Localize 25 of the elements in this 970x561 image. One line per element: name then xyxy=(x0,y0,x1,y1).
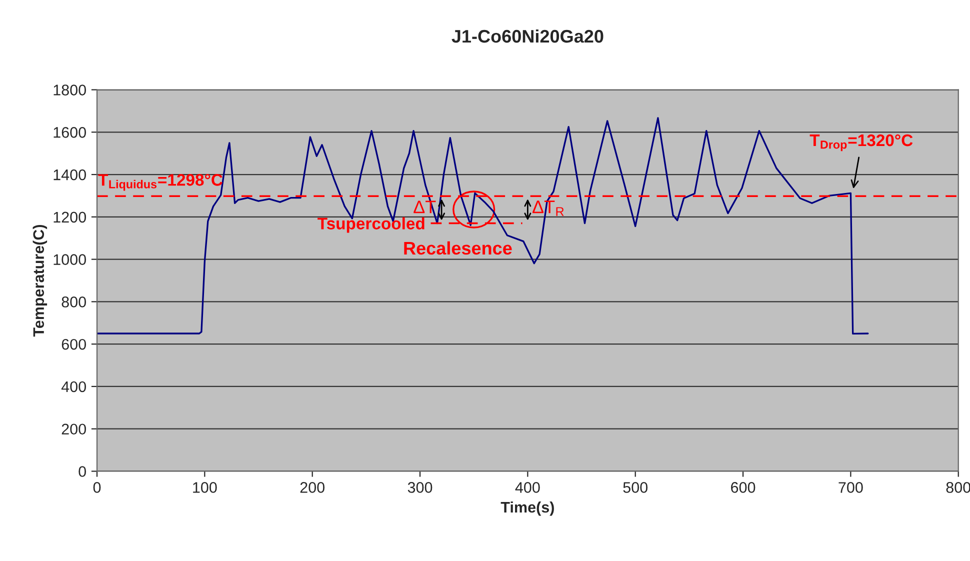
x-axis-title: Time(s) xyxy=(500,501,554,516)
y-tick-label: 1600 xyxy=(54,127,86,138)
x-tick-label: 700 xyxy=(838,482,863,493)
annotation: T$_{Drop}$=1320°C xyxy=(810,134,913,152)
x-tick-label: 600 xyxy=(731,482,756,493)
x-tick-label: 500 xyxy=(623,482,648,493)
y-tick-label: 1200 xyxy=(54,212,86,223)
y-axis-title: Temperature(C) xyxy=(32,224,48,337)
x-tick-label: 200 xyxy=(300,482,324,493)
x-tick-label: 400 xyxy=(515,482,540,493)
y-tick-label: 1000 xyxy=(54,254,86,265)
ref-line-label: T$_{Liquidus}$=1298°C xyxy=(98,174,223,191)
ref-line-label: Tsupercooled xyxy=(318,217,424,233)
x-tick-label: 0 xyxy=(93,482,101,493)
y-tick-label: 0 xyxy=(78,466,86,477)
chart-title: J1-Co60Ni20Ga20 xyxy=(452,29,604,43)
annotation: Recalesence xyxy=(404,241,512,255)
y-tick-label: 800 xyxy=(62,296,86,308)
y-tick-label: 200 xyxy=(62,424,86,435)
y-tick-label: 1800 xyxy=(54,84,86,96)
y-tick-label: 1400 xyxy=(54,169,86,180)
y-tick-label: 600 xyxy=(62,338,86,350)
x-tick-label: 300 xyxy=(408,482,432,493)
y-tick-label: 400 xyxy=(61,381,86,392)
x-tick-label: 100 xyxy=(193,482,217,493)
